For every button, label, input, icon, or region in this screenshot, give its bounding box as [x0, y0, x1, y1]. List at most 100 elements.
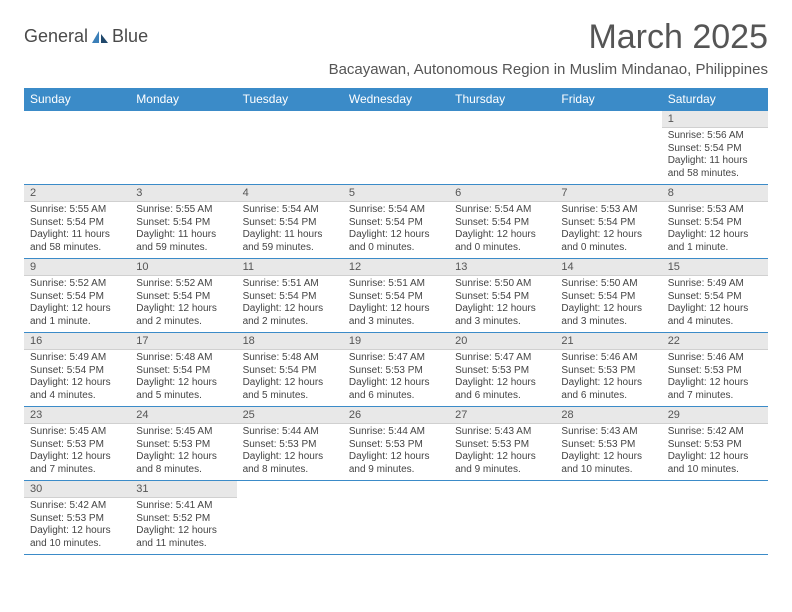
day-number: 1	[662, 111, 768, 128]
day-number	[449, 111, 555, 115]
day-details: Sunrise: 5:49 AMSunset: 5:54 PMDaylight:…	[24, 350, 130, 406]
day-number: 4	[237, 185, 343, 202]
day-number	[555, 481, 661, 485]
day-cell: 6Sunrise: 5:54 AMSunset: 5:54 PMDaylight…	[449, 185, 555, 259]
daylight-text: Daylight: 11 hours and 58 minutes.	[30, 229, 124, 254]
sunrise-text: Sunrise: 5:54 AM	[455, 204, 549, 217]
day-cell: 24Sunrise: 5:45 AMSunset: 5:53 PMDayligh…	[130, 407, 236, 481]
day-number: 24	[130, 407, 236, 424]
sunrise-text: Sunrise: 5:52 AM	[136, 278, 230, 291]
day-header-thursday: Thursday	[449, 88, 555, 111]
sunset-text: Sunset: 5:53 PM	[349, 439, 443, 452]
sunset-text: Sunset: 5:54 PM	[30, 291, 124, 304]
daylight-text: Daylight: 12 hours and 8 minutes.	[136, 451, 230, 476]
day-cell: 15Sunrise: 5:49 AMSunset: 5:54 PMDayligh…	[662, 259, 768, 333]
day-number: 26	[343, 407, 449, 424]
logo: General Blue	[24, 26, 148, 47]
daylight-text: Daylight: 12 hours and 6 minutes.	[561, 377, 655, 402]
sunrise-text: Sunrise: 5:51 AM	[349, 278, 443, 291]
daylight-text: Daylight: 12 hours and 3 minutes.	[561, 303, 655, 328]
sunset-text: Sunset: 5:53 PM	[30, 513, 124, 526]
daylight-text: Daylight: 12 hours and 0 minutes.	[561, 229, 655, 254]
sunrise-text: Sunrise: 5:50 AM	[561, 278, 655, 291]
day-details: Sunrise: 5:50 AMSunset: 5:54 PMDaylight:…	[555, 276, 661, 332]
day-number	[662, 481, 768, 485]
sunset-text: Sunset: 5:54 PM	[30, 217, 124, 230]
sunrise-text: Sunrise: 5:45 AM	[136, 426, 230, 439]
day-cell: 20Sunrise: 5:47 AMSunset: 5:53 PMDayligh…	[449, 333, 555, 407]
day-number: 5	[343, 185, 449, 202]
day-details: Sunrise: 5:54 AMSunset: 5:54 PMDaylight:…	[237, 202, 343, 258]
day-cell: 2Sunrise: 5:55 AMSunset: 5:54 PMDaylight…	[24, 185, 130, 259]
daylight-text: Daylight: 12 hours and 5 minutes.	[136, 377, 230, 402]
day-details: Sunrise: 5:56 AMSunset: 5:54 PMDaylight:…	[662, 128, 768, 184]
day-cell	[343, 111, 449, 185]
day-details: Sunrise: 5:48 AMSunset: 5:54 PMDaylight:…	[130, 350, 236, 406]
day-cell: 29Sunrise: 5:42 AMSunset: 5:53 PMDayligh…	[662, 407, 768, 481]
sunset-text: Sunset: 5:54 PM	[349, 217, 443, 230]
sunset-text: Sunset: 5:54 PM	[668, 143, 762, 156]
calendar-table: SundayMondayTuesdayWednesdayThursdayFrid…	[24, 88, 768, 555]
day-cell: 27Sunrise: 5:43 AMSunset: 5:53 PMDayligh…	[449, 407, 555, 481]
daylight-text: Daylight: 12 hours and 3 minutes.	[349, 303, 443, 328]
header: General Blue March 2025	[24, 18, 768, 57]
sunset-text: Sunset: 5:54 PM	[136, 365, 230, 378]
sunset-text: Sunset: 5:53 PM	[668, 439, 762, 452]
day-cell: 7Sunrise: 5:53 AMSunset: 5:54 PMDaylight…	[555, 185, 661, 259]
week-row: 1Sunrise: 5:56 AMSunset: 5:54 PMDaylight…	[24, 111, 768, 185]
day-number: 14	[555, 259, 661, 276]
day-number: 21	[555, 333, 661, 350]
day-cell: 21Sunrise: 5:46 AMSunset: 5:53 PMDayligh…	[555, 333, 661, 407]
day-cell: 22Sunrise: 5:46 AMSunset: 5:53 PMDayligh…	[662, 333, 768, 407]
daylight-text: Daylight: 11 hours and 59 minutes.	[243, 229, 337, 254]
day-cell: 11Sunrise: 5:51 AMSunset: 5:54 PMDayligh…	[237, 259, 343, 333]
day-cell	[343, 481, 449, 555]
sunset-text: Sunset: 5:54 PM	[243, 217, 337, 230]
logo-text-1: General	[24, 26, 88, 47]
day-details: Sunrise: 5:43 AMSunset: 5:53 PMDaylight:…	[449, 424, 555, 480]
sunset-text: Sunset: 5:53 PM	[668, 365, 762, 378]
day-number: 10	[130, 259, 236, 276]
day-number: 25	[237, 407, 343, 424]
daylight-text: Daylight: 12 hours and 2 minutes.	[136, 303, 230, 328]
day-number: 30	[24, 481, 130, 498]
day-number	[343, 111, 449, 115]
daylight-text: Daylight: 11 hours and 59 minutes.	[136, 229, 230, 254]
sunset-text: Sunset: 5:53 PM	[455, 439, 549, 452]
sunrise-text: Sunrise: 5:42 AM	[30, 500, 124, 513]
daylight-text: Daylight: 12 hours and 2 minutes.	[243, 303, 337, 328]
day-number: 31	[130, 481, 236, 498]
sunrise-text: Sunrise: 5:48 AM	[136, 352, 230, 365]
day-details: Sunrise: 5:44 AMSunset: 5:53 PMDaylight:…	[237, 424, 343, 480]
day-details: Sunrise: 5:52 AMSunset: 5:54 PMDaylight:…	[130, 276, 236, 332]
sunset-text: Sunset: 5:54 PM	[136, 217, 230, 230]
daylight-text: Daylight: 12 hours and 7 minutes.	[30, 451, 124, 476]
day-cell: 13Sunrise: 5:50 AMSunset: 5:54 PMDayligh…	[449, 259, 555, 333]
day-number: 17	[130, 333, 236, 350]
week-row: 16Sunrise: 5:49 AMSunset: 5:54 PMDayligh…	[24, 333, 768, 407]
day-cell: 16Sunrise: 5:49 AMSunset: 5:54 PMDayligh…	[24, 333, 130, 407]
day-details: Sunrise: 5:41 AMSunset: 5:52 PMDaylight:…	[130, 498, 236, 554]
sunrise-text: Sunrise: 5:43 AM	[561, 426, 655, 439]
day-header-saturday: Saturday	[662, 88, 768, 111]
sunset-text: Sunset: 5:53 PM	[455, 365, 549, 378]
day-cell: 17Sunrise: 5:48 AMSunset: 5:54 PMDayligh…	[130, 333, 236, 407]
week-row: 2Sunrise: 5:55 AMSunset: 5:54 PMDaylight…	[24, 185, 768, 259]
sunrise-text: Sunrise: 5:48 AM	[243, 352, 337, 365]
day-cell: 4Sunrise: 5:54 AMSunset: 5:54 PMDaylight…	[237, 185, 343, 259]
sunrise-text: Sunrise: 5:54 AM	[243, 204, 337, 217]
day-number	[24, 111, 130, 115]
day-number: 11	[237, 259, 343, 276]
day-details: Sunrise: 5:47 AMSunset: 5:53 PMDaylight:…	[449, 350, 555, 406]
day-number: 8	[662, 185, 768, 202]
day-cell	[237, 111, 343, 185]
day-details: Sunrise: 5:51 AMSunset: 5:54 PMDaylight:…	[237, 276, 343, 332]
daylight-text: Daylight: 12 hours and 0 minutes.	[349, 229, 443, 254]
day-cell: 10Sunrise: 5:52 AMSunset: 5:54 PMDayligh…	[130, 259, 236, 333]
sunset-text: Sunset: 5:54 PM	[668, 217, 762, 230]
day-details: Sunrise: 5:49 AMSunset: 5:54 PMDaylight:…	[662, 276, 768, 332]
sunrise-text: Sunrise: 5:53 AM	[668, 204, 762, 217]
daylight-text: Daylight: 12 hours and 4 minutes.	[668, 303, 762, 328]
daylight-text: Daylight: 12 hours and 3 minutes.	[455, 303, 549, 328]
sunrise-text: Sunrise: 5:47 AM	[349, 352, 443, 365]
